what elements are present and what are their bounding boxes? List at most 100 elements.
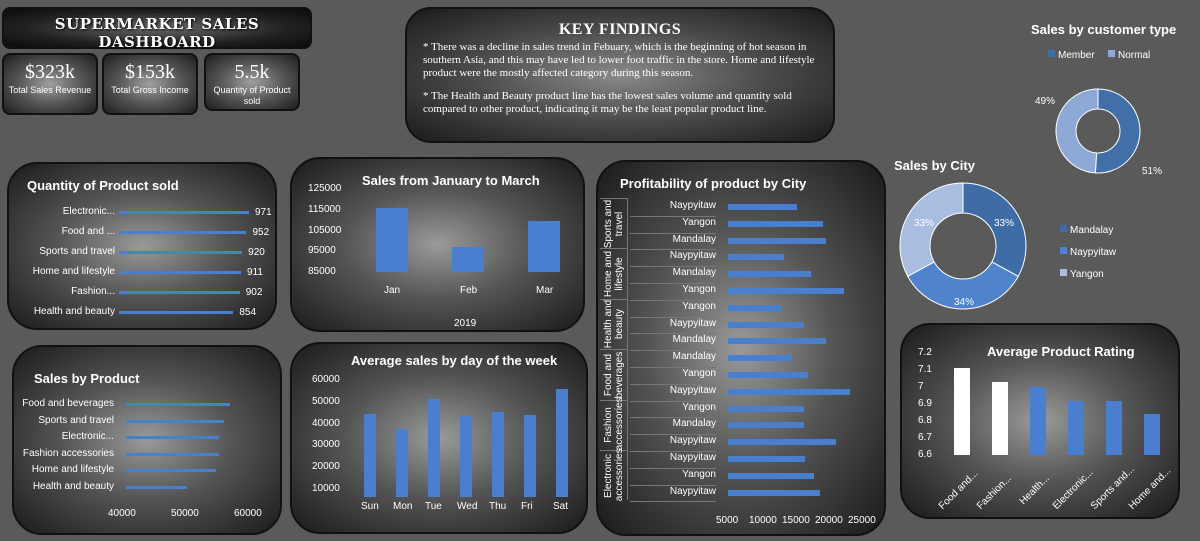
- group-label: Electronic accessories: [600, 448, 628, 501]
- y-tick-label: 20000: [312, 461, 340, 473]
- customer-type-chart: Sales by customer type Member Normal 51% 49…: [1010, 18, 1200, 188]
- data-label: 902: [245, 287, 263, 298]
- x-tick-label: Wed: [457, 501, 478, 512]
- bar: [428, 398, 440, 497]
- city-label: Naypyitaw: [630, 385, 716, 402]
- kpi-caption: Quantity of Product sold: [213, 85, 291, 106]
- bar: [728, 304, 781, 311]
- city-label: Naypyitaw: [630, 250, 716, 268]
- bar: [376, 207, 408, 272]
- bar: [126, 452, 219, 456]
- y-tick-label: 6.7: [918, 432, 932, 443]
- data-label: 920: [248, 247, 265, 258]
- dashboard-title: SUPERMARKET SALES DASHBOARD: [54, 15, 260, 51]
- data-label: 51%: [1142, 166, 1162, 177]
- bar: [728, 237, 826, 244]
- y-tick-label: 60000: [312, 374, 340, 385]
- city-label: Naypyitaw: [630, 435, 716, 452]
- bar: [728, 355, 792, 362]
- x-tick-label: Mar: [536, 285, 554, 296]
- y-tick-label: 95000: [308, 245, 336, 257]
- product-sales-panel: Sales by Product Food and beverages Sport…: [12, 345, 282, 535]
- x-tick-label: Sun: [361, 501, 379, 512]
- dashboard-title-box: SUPERMARKET SALES DASHBOARD: [2, 7, 312, 51]
- bar: [556, 388, 568, 497]
- bar: [728, 472, 814, 479]
- bar: [452, 247, 484, 272]
- x-tick-label: 20000: [815, 515, 843, 526]
- kpi-gross-income: $153k Total Gross Income: [102, 53, 198, 115]
- bar: [119, 291, 240, 294]
- finding-1: * There was a decline in sales trend in …: [423, 41, 815, 79]
- x-tick-label: Home and...: [1126, 465, 1174, 512]
- bar: [524, 415, 536, 497]
- city-label: Yangon: [630, 284, 716, 301]
- category-label: Home and lifestyle: [32, 266, 115, 277]
- bar: [119, 251, 243, 254]
- bar: [364, 413, 376, 497]
- group-label: Fashion accessories: [600, 397, 628, 451]
- legend-label: Mandalay: [1070, 225, 1113, 236]
- category-label: Electronic...: [62, 206, 115, 217]
- slice-yangon: [899, 182, 964, 278]
- city-label: Mandalay: [630, 418, 716, 436]
- key-findings-panel: KEY FINDINGS * There was a decline in sa…: [405, 7, 835, 143]
- x-tick-label: Feb: [460, 285, 478, 296]
- city-label: Mandalay: [630, 234, 716, 251]
- kpi-caption: Total Gross Income: [111, 85, 189, 95]
- bar: [728, 456, 805, 462]
- y-tick-label: 105000: [308, 224, 342, 236]
- category-label: Health and beauty: [33, 306, 115, 317]
- bar: [126, 419, 224, 423]
- bar: [728, 220, 823, 227]
- bar: [126, 485, 188, 489]
- city-label: Naypyitaw: [630, 486, 716, 503]
- bar: [728, 204, 798, 210]
- profitability-panel: Profitability of product by City Sports …: [596, 160, 886, 536]
- bar: [1068, 400, 1084, 455]
- y-tick-label: 6.8: [918, 415, 932, 426]
- bar: [728, 288, 844, 294]
- bar: [728, 439, 836, 446]
- city-label: Yangon: [630, 402, 716, 419]
- data-label: 33%: [914, 218, 934, 229]
- y-tick-label: 6.6: [918, 449, 932, 460]
- city-label: Mandalay: [630, 267, 716, 284]
- chart-title: Quantity of Product sold: [27, 178, 179, 193]
- x-tick-label: Food and...: [936, 468, 981, 512]
- category-label: Fashion...: [71, 286, 115, 297]
- y-tick-label: 7: [918, 381, 924, 392]
- legend-swatch: [1060, 225, 1067, 232]
- bar: [954, 368, 970, 455]
- y-tick-label: 125000: [308, 183, 342, 194]
- bar: [126, 436, 219, 439]
- city-donut: 33% 34% 33% Mandalay Naypyitaw Yangon: [899, 182, 1117, 310]
- legend-swatch: [1048, 50, 1055, 57]
- category-label: Sports and travel: [38, 414, 114, 426]
- kpi-value: $323k: [25, 61, 75, 83]
- category-label: Sports and travel: [39, 246, 115, 257]
- chart-title: Sales by Product: [34, 371, 140, 386]
- city-label: Naypyitaw: [630, 452, 716, 469]
- bar: [492, 411, 504, 497]
- slice-naypyitaw: [907, 261, 1019, 310]
- chart-title: Average Product Rating: [987, 344, 1135, 359]
- y-tick-label: 85000: [308, 266, 336, 277]
- x-tick-label: Mon: [393, 501, 413, 512]
- group-label-text: Fashion accessories: [602, 397, 625, 451]
- bar: [1106, 400, 1122, 455]
- x-tick-label: 60000: [234, 508, 262, 519]
- weekday-panel: Average sales by day of the week 60000 50…: [290, 342, 588, 534]
- kpi-value: 5.5k: [234, 61, 270, 83]
- x-tick-label: Tue: [425, 501, 442, 512]
- city-chart: Sales by City 33% 34% 33% Mandalay Naypyitaw…: [890, 150, 1120, 320]
- legend-label: Normal: [1118, 50, 1150, 61]
- group-label-text: Health and beauty: [602, 300, 625, 349]
- kpi-total-sales: $323k Total Sales Revenue: [2, 53, 98, 115]
- bar: [728, 254, 784, 261]
- y-tick-label: 6.9: [918, 398, 932, 409]
- bar: [728, 338, 826, 345]
- bar: [728, 388, 850, 395]
- y-tick-label: 115000: [308, 203, 341, 215]
- group-label: Home and lifestyle: [600, 248, 628, 299]
